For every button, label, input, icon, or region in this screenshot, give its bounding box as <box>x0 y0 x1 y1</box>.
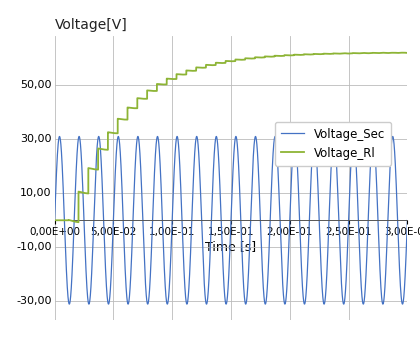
Voltage_Rl <box>368 51 373 55</box>
Line: Voltage_Rl: Voltage_Rl <box>55 53 407 222</box>
Voltage_Rl <box>211 63 216 67</box>
Voltage_Sec <box>277 212 282 216</box>
Text: Voltage[V]: Voltage[V] <box>55 19 127 32</box>
X-axis label: Time [s]: Time [s] <box>205 240 257 253</box>
Voltage_Rl <box>400 51 405 55</box>
Legend: Voltage_Sec, Voltage_Rl: Voltage_Sec, Voltage_Rl <box>275 122 391 166</box>
Voltage_Sec <box>211 171 216 175</box>
Voltage_Sec <box>404 238 409 242</box>
Voltage_Sec <box>175 134 180 139</box>
Voltage_Sec <box>282 302 287 306</box>
Line: Voltage_Sec: Voltage_Sec <box>55 136 407 304</box>
Voltage_Rl <box>405 51 410 55</box>
Voltage_Rl <box>400 51 405 55</box>
Voltage_Sec <box>400 302 405 306</box>
Voltage_Rl <box>52 218 57 222</box>
Voltage_Sec <box>52 218 57 222</box>
Voltage_Sec <box>368 153 373 157</box>
Voltage_Rl <box>76 220 81 224</box>
Voltage_Rl <box>277 54 282 58</box>
Voltage_Rl <box>359 51 364 55</box>
Voltage_Rl <box>404 51 409 55</box>
Voltage_Sec <box>405 218 410 222</box>
Voltage_Sec <box>359 284 364 288</box>
